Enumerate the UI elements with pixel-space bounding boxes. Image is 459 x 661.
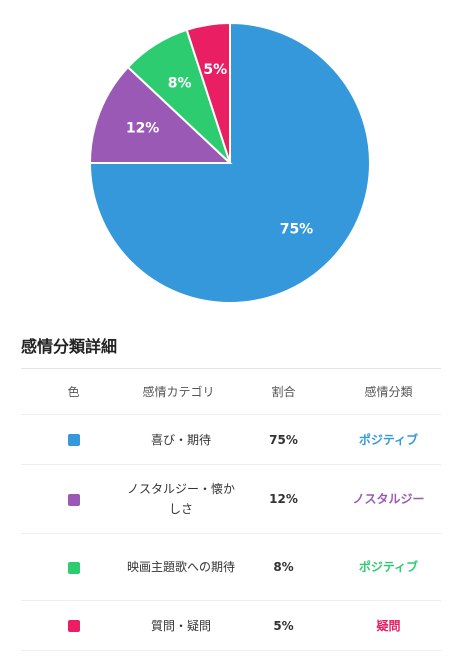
pie-slice [185, 21, 231, 164]
header-percent: 割合 [231, 368, 336, 415]
percent-cell: 8% [231, 533, 336, 601]
color-swatch [67, 620, 80, 632]
pie-slice-label: 5% [203, 62, 227, 78]
header-classification: 感情分類 [336, 368, 441, 415]
header-category: 感情カテゴリ [126, 368, 231, 415]
pie-slices [88, 21, 371, 304]
percent-cell: 5% [231, 600, 336, 651]
table-row: ノスタルジー・懐かしさ 12% ノスタルジー [21, 464, 441, 534]
emotion-pie-chart: 75% 12% 8% 5% [88, 21, 371, 304]
color-cell [21, 600, 126, 651]
classification-cell: ポジティブ [336, 414, 441, 465]
color-cell [21, 414, 126, 465]
table-row: 質問・疑問 5% 疑問 [21, 600, 441, 651]
pie-slice [88, 21, 371, 304]
percent-cell: 75% [231, 414, 336, 465]
category-cell: ノスタルジー・懐かしさ [126, 464, 235, 534]
table-header-row: 色 感情カテゴリ 割合 感情分類 [21, 368, 441, 415]
category-label: ノスタルジー・懐かしさ [126, 482, 235, 516]
pie-slice-label: 8% [168, 76, 192, 92]
color-cell [21, 464, 126, 534]
section-title: 感情分類詳細 [21, 337, 118, 356]
classification-cell: ノスタルジー [336, 464, 441, 534]
emotion-detail-table: 色 感情カテゴリ 割合 感情分類 喜び・期待 75% ポジティブ ノスタルジー・… [21, 368, 441, 651]
pie-slice [88, 65, 233, 164]
color-swatch [67, 561, 80, 574]
category-label: 映画主題歌への期待 [126, 560, 235, 574]
color-cell [21, 533, 126, 601]
percent-cell: 12% [231, 464, 336, 534]
category-label: 質問・疑問 [150, 618, 211, 633]
header-color: 色 [21, 368, 126, 415]
pie-slice-labels: 75% 12% 8% 5% [126, 62, 313, 237]
category-label: 喜び・期待 [150, 432, 211, 447]
classification-cell: 疑問 [336, 600, 441, 651]
category-cell: 映画主題歌への期待 [126, 533, 235, 601]
table-row: 喜び・期待 75% ポジティブ [21, 414, 441, 465]
color-swatch [67, 434, 80, 446]
table-row: 映画主題歌への期待 8% ポジティブ [21, 533, 441, 601]
pie-slice-label: 12% [126, 120, 160, 136]
pie-slice-label: 75% [280, 221, 314, 237]
classification-cell: ポジティブ [336, 533, 441, 601]
color-swatch [67, 493, 80, 506]
category-cell: 喜び・期待 [126, 414, 231, 465]
category-cell: 質問・疑問 [126, 600, 231, 651]
